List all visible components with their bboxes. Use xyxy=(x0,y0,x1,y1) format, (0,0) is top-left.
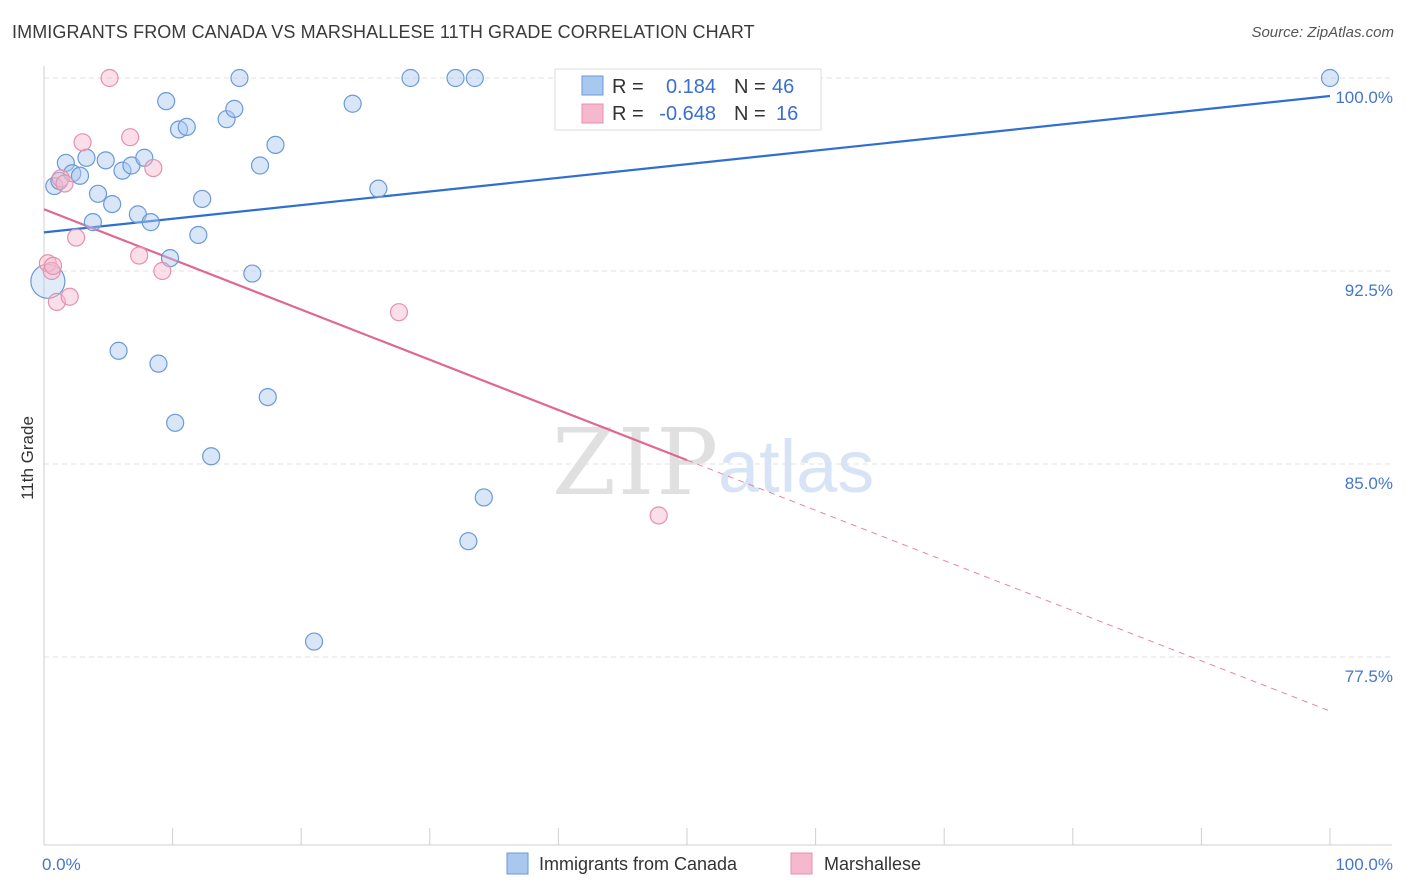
point-blue-42 xyxy=(258,387,277,407)
stats-n-label-1: N = xyxy=(734,76,766,98)
point-blue-29 xyxy=(446,68,465,88)
stats-box: R = 0.184 N = 46 R = -0.648 N = 16 xyxy=(554,68,822,131)
point-blue-9 xyxy=(96,151,115,170)
trend-line-dashed-pink xyxy=(686,459,1331,712)
point-blue-26 xyxy=(343,94,362,113)
point-blue-35 xyxy=(1320,68,1340,88)
legend-swatch-blue xyxy=(506,852,529,875)
trend-lines xyxy=(43,94,1331,712)
x-tick-label-1: 100.0% xyxy=(1335,855,1393,874)
chart-title: IMMIGRANTS FROM CANADA VS MARSHALLESE 11… xyxy=(12,22,755,42)
grid-lines xyxy=(44,77,1392,658)
trend-line-blue xyxy=(43,94,1331,234)
point-blue-15 xyxy=(141,213,160,232)
legend-swatch-pink xyxy=(790,852,813,875)
trend-line-pink xyxy=(43,208,688,462)
stats-n-value-2: 16 xyxy=(776,103,798,125)
point-blue-10 xyxy=(103,194,122,214)
point-blue-5 xyxy=(70,166,90,185)
point-pink-15 xyxy=(55,174,74,193)
legend: Immigrants from Canada Marshallese xyxy=(506,852,921,875)
tick-labels: 100.0% 92.5% 85.0% 77.5% 0.0% 100.0% xyxy=(42,88,1393,874)
axes xyxy=(43,66,1392,846)
point-blue-21 xyxy=(225,99,244,118)
y-tick-label-0: 100.0% xyxy=(1335,88,1393,107)
point-blue-7 xyxy=(83,213,102,232)
point-blue-18 xyxy=(177,117,196,136)
point-blue-6 xyxy=(77,148,96,167)
point-blue-8 xyxy=(88,184,108,203)
stats-r-value-2: -0.648 xyxy=(659,103,716,125)
point-pink-11 xyxy=(153,261,172,281)
point-pink-9 xyxy=(130,246,149,265)
point-blue-25 xyxy=(266,135,285,155)
point-blue-23 xyxy=(243,264,262,283)
stats-n-label-2: N = xyxy=(734,103,766,125)
point-pink-6 xyxy=(73,133,92,152)
y-tick-label-1: 92.5% xyxy=(1345,281,1393,300)
point-blue-0 xyxy=(30,263,66,299)
watermark-atlas: atlas xyxy=(718,425,874,508)
y-axis-label: 11th Grade xyxy=(18,416,37,500)
point-pink-7 xyxy=(100,68,119,88)
point-blue-39 xyxy=(149,354,168,373)
legend-label-canada: Immigrants from Canada xyxy=(539,854,738,874)
point-blue-16 xyxy=(157,92,176,111)
point-blue-14 xyxy=(135,148,154,167)
point-blue-43 xyxy=(474,488,493,507)
point-pink-5 xyxy=(67,228,86,247)
point-pink-13 xyxy=(649,506,668,525)
stats-r-label-2: R = xyxy=(612,103,644,125)
source-label: Source: ZipAtlas.com xyxy=(1251,24,1394,41)
point-blue-40 xyxy=(166,413,185,432)
point-pink-12 xyxy=(389,303,409,322)
point-blue-11 xyxy=(113,161,132,180)
point-blue-27 xyxy=(369,179,388,198)
point-pink-14 xyxy=(43,256,63,275)
point-pink-8 xyxy=(121,128,140,147)
stats-swatch-blue xyxy=(581,75,604,96)
point-blue-38 xyxy=(109,341,128,360)
point-blue-24 xyxy=(250,156,270,175)
point-blue-45 xyxy=(304,632,324,651)
scatter-points xyxy=(30,68,1340,651)
point-blue-37 xyxy=(189,225,208,245)
stats-swatch-pink xyxy=(581,103,604,124)
point-pink-10 xyxy=(144,158,163,178)
x-tick-label-0: 0.0% xyxy=(42,855,81,874)
point-pink-4 xyxy=(60,287,79,306)
point-blue-22 xyxy=(230,68,249,88)
stats-r-value-1: 0.184 xyxy=(666,76,716,98)
point-blue-19 xyxy=(193,189,212,209)
legend-label-marshallese: Marshallese xyxy=(824,854,921,874)
point-blue-28 xyxy=(401,68,420,88)
point-blue-30 xyxy=(465,68,484,88)
watermark: ZIP atlas xyxy=(552,409,874,516)
y-tick-label-3: 77.5% xyxy=(1345,667,1393,686)
point-blue-41 xyxy=(202,447,221,466)
stats-n-value-1: 46 xyxy=(772,76,794,98)
point-blue-44 xyxy=(459,532,478,551)
stats-r-label-1: R = xyxy=(612,76,644,98)
y-tick-label-2: 85.0% xyxy=(1345,474,1393,493)
watermark-zip: ZIP xyxy=(552,409,720,516)
